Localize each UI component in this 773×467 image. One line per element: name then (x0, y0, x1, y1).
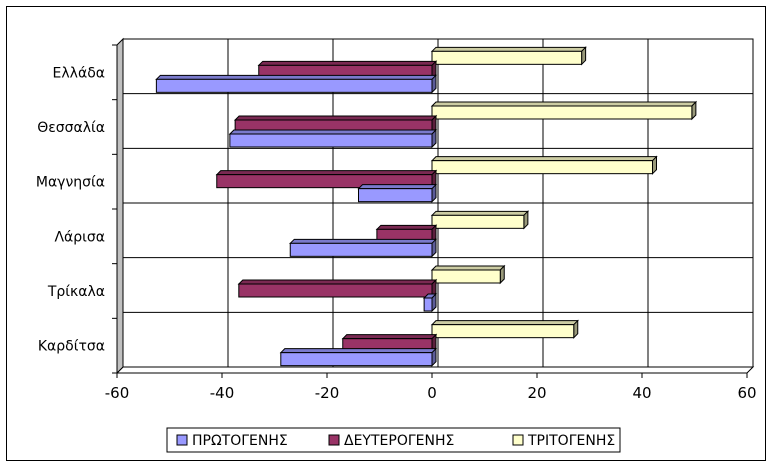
bar-top-face (341, 334, 438, 340)
x-tick-label: 60 (737, 384, 756, 402)
plot-side-wall (116, 37, 124, 375)
bar-top-face (430, 265, 506, 271)
y-category-label: Καρδίτσα (38, 339, 105, 355)
bar (229, 133, 433, 148)
x-tick-label: 0 (427, 384, 437, 402)
legend-swatch (176, 434, 188, 446)
bar-top-face (430, 101, 698, 107)
bar-top-face (430, 210, 530, 216)
bar (431, 50, 583, 65)
bar (155, 78, 433, 93)
legend-label: ΔΕΥΤΕΡΟΓΕΝΗΣ (344, 433, 454, 449)
bar (358, 188, 433, 203)
bar-top-face (279, 348, 438, 354)
bar-top-face (233, 115, 438, 121)
legend-label: ΠΡΩΤΟΓΕΝΗΣ (192, 433, 288, 449)
legend-label: ΤΡΙΤΟΓΕΝΗΣ (527, 433, 615, 449)
plot-floor (115, 366, 755, 374)
bar (280, 352, 433, 367)
bar-top-face (289, 238, 438, 244)
bar-top-face (430, 156, 658, 162)
bar-top-face (215, 170, 438, 176)
bar (431, 324, 575, 339)
legend-swatch (328, 434, 340, 446)
bar (289, 242, 433, 257)
y-category-label: Λάρισα (54, 229, 105, 245)
bar-top-face (430, 320, 579, 326)
bar (238, 283, 433, 298)
bar (431, 214, 525, 229)
bar (431, 269, 501, 284)
legend-box (166, 427, 621, 453)
bar-top-face (228, 129, 438, 135)
y-category-label: Θεσσαλία (37, 120, 105, 136)
bar-top-face (375, 224, 438, 230)
bar (431, 160, 653, 175)
x-tick-label: -20 (315, 384, 340, 402)
bar-top-face (257, 60, 438, 66)
legend-swatch (512, 434, 524, 446)
bar-top-face (357, 184, 438, 190)
x-tick-label: -60 (105, 384, 130, 402)
bar (431, 105, 693, 120)
x-tick-label: -40 (210, 384, 235, 402)
x-tick-label: 20 (527, 384, 546, 402)
y-category-label: Μαγνησία (36, 175, 105, 191)
bar-top-face (430, 46, 587, 52)
bar-top-face (155, 74, 438, 80)
x-tick-label: 40 (632, 384, 651, 402)
y-category-label: Τρίκαλα (47, 284, 105, 300)
bar-top-face (237, 279, 438, 285)
bar (423, 297, 433, 312)
y-category-label: Ελλάδα (53, 65, 105, 81)
